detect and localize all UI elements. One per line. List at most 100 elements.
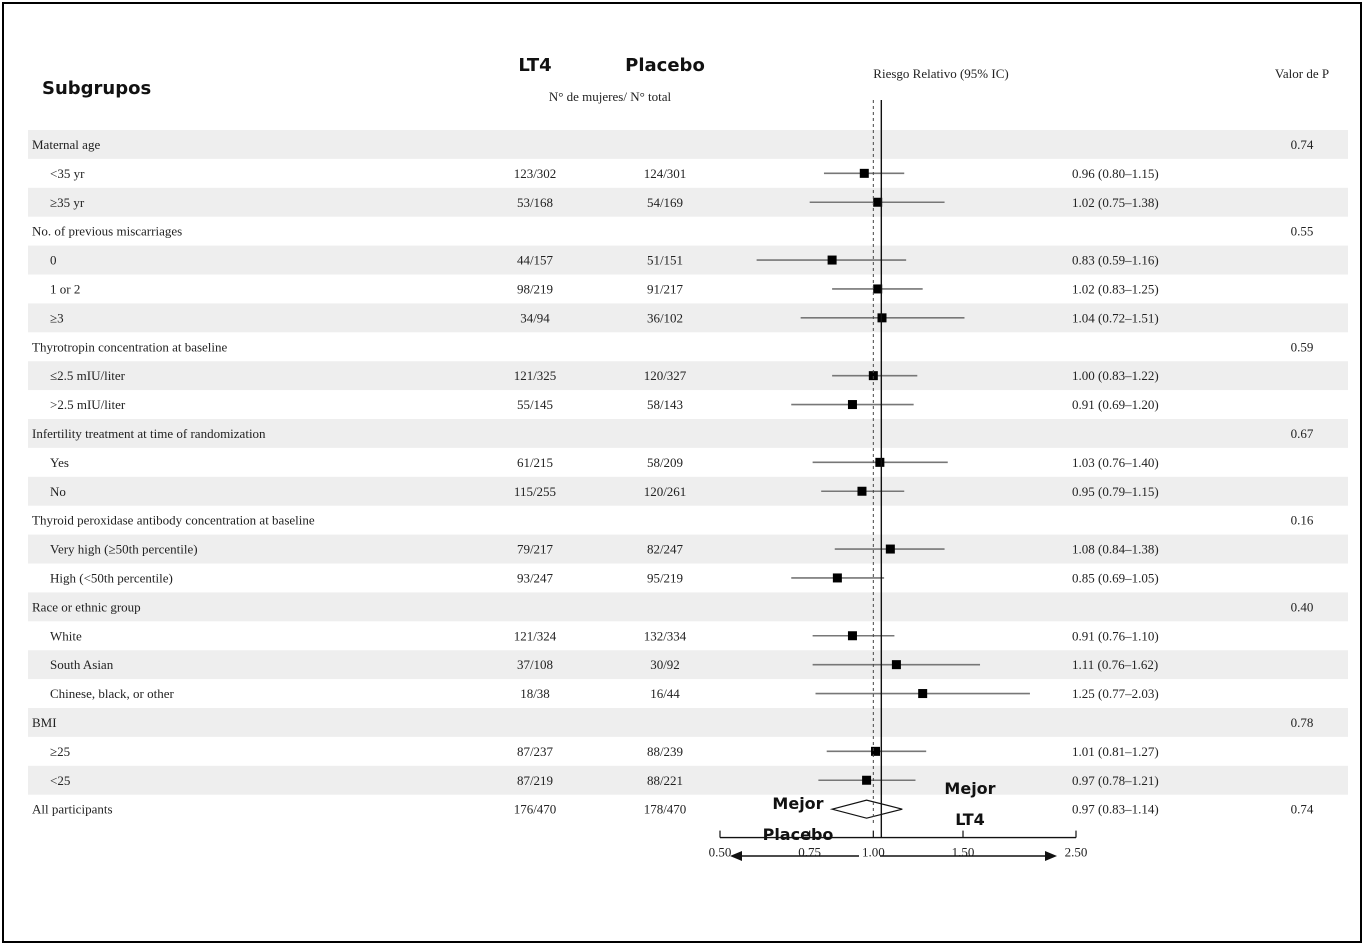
row-band xyxy=(28,708,1348,737)
rr-ci-text: 1.11 (0.76–1.62) xyxy=(1072,657,1158,672)
group-label: Thyroid peroxidase antibody concentratio… xyxy=(32,513,315,528)
lt4-count: 87/219 xyxy=(517,773,553,788)
count-subheader: N° de mujeres/ N° total xyxy=(549,89,672,104)
rr-ci-text: 0.85 (0.69–1.05) xyxy=(1072,570,1159,585)
rr-ci-text: 1.03 (0.76–1.40) xyxy=(1072,455,1159,470)
row-label: ≥25 xyxy=(50,744,70,759)
placebo-count: 120/261 xyxy=(644,484,687,499)
arrow-left-icon xyxy=(730,851,742,861)
row-label: >2.5 mIU/liter xyxy=(50,397,126,412)
rr-ci-text: 0.97 (0.83–1.14) xyxy=(1072,802,1159,817)
placebo-count: 88/239 xyxy=(647,744,683,759)
row-label: No xyxy=(50,484,66,499)
row-label: Chinese, black, or other xyxy=(50,686,174,701)
p-value: 0.74 xyxy=(1291,802,1314,817)
rr-ci-text: 0.97 (0.78–1.21) xyxy=(1072,773,1159,788)
row-band xyxy=(28,303,1348,333)
p-value: 0.74 xyxy=(1291,137,1314,152)
row-label: ≥35 yr xyxy=(50,195,85,210)
group-label: No. of previous miscarriages xyxy=(32,224,182,239)
lt4-count: 121/325 xyxy=(514,368,557,383)
placebo-column-header: Placebo xyxy=(625,55,705,76)
row-label: 1 or 2 xyxy=(50,281,80,296)
row-label: ≤2.5 mIU/liter xyxy=(50,368,126,383)
lt4-count: 115/255 xyxy=(514,484,556,499)
placebo-count: 178/470 xyxy=(644,802,687,817)
arrow-right-icon xyxy=(1045,851,1057,861)
p-value: 0.59 xyxy=(1291,339,1314,354)
lt4-count: 34/94 xyxy=(520,310,550,325)
lt4-count: 53/168 xyxy=(517,195,553,210)
row-label: High (<50th percentile) xyxy=(50,570,173,585)
rr-ci-text: 1.25 (0.77–2.03) xyxy=(1072,686,1159,701)
p-value: 0.78 xyxy=(1291,715,1314,730)
group-label: Thyrotropin concentration at baseline xyxy=(32,339,228,354)
tick-label: 0.50 xyxy=(709,845,732,860)
subgroups-header: Subgrupos xyxy=(42,78,151,99)
tick-label: 1.00 xyxy=(862,845,885,860)
group-label: Maternal age xyxy=(32,137,100,152)
lt4-count: 123/302 xyxy=(514,166,557,181)
placebo-count: 58/209 xyxy=(647,455,683,470)
row-bands xyxy=(28,130,1348,795)
lt4-count: 18/38 xyxy=(520,686,550,701)
point-estimate xyxy=(868,371,878,381)
point-estimate xyxy=(871,746,881,756)
point-estimate xyxy=(875,457,885,467)
row-label: <25 xyxy=(50,773,70,788)
row-label: <35 yr xyxy=(50,166,85,181)
placebo-count: 36/102 xyxy=(647,310,683,325)
row-label: 0 xyxy=(50,253,57,268)
placebo-count: 124/301 xyxy=(644,166,687,181)
placebo-count: 132/334 xyxy=(644,628,687,643)
rr-ci-text: 1.02 (0.83–1.25) xyxy=(1072,281,1159,296)
p-value: 0.55 xyxy=(1291,224,1314,239)
placebo-count: 95/219 xyxy=(647,570,683,585)
forest-plot: Subgrupos LT4 Placebo N° de mujeres/ N° … xyxy=(28,55,1348,861)
row-band xyxy=(28,130,1348,159)
row-band xyxy=(28,765,1348,795)
rr-ci-text: 0.83 (0.59–1.16) xyxy=(1072,253,1159,268)
point-estimate xyxy=(862,775,872,785)
row-label: ≥3 xyxy=(50,310,64,325)
favours-arrows xyxy=(730,851,1057,861)
rr-ci-text: 1.02 (0.75–1.38) xyxy=(1072,195,1159,210)
row-band xyxy=(28,534,1348,564)
row-band xyxy=(28,187,1348,217)
row-band xyxy=(28,476,1348,506)
forest-marks xyxy=(756,100,1030,838)
tick-label: 1.50 xyxy=(952,845,975,860)
group-label: Infertility treatment at time of randomi… xyxy=(32,426,266,441)
rr-ci-text: 0.95 (0.79–1.15) xyxy=(1072,484,1159,499)
row-band xyxy=(28,245,1348,275)
rr-ci-text: 1.08 (0.84–1.38) xyxy=(1072,542,1159,557)
favours-placebo-line1: Mejor xyxy=(772,794,823,813)
row-label: Very high (≥50th percentile) xyxy=(50,542,198,557)
tick-label: 2.50 xyxy=(1065,845,1088,860)
lt4-count: 37/108 xyxy=(517,657,553,672)
rr-ci-text: 0.91 (0.69–1.20) xyxy=(1072,397,1159,412)
p-value: 0.40 xyxy=(1291,599,1314,614)
rr-ci-text: 1.00 (0.83–1.22) xyxy=(1072,368,1159,383)
rr-ci-text: 0.91 (0.76–1.10) xyxy=(1072,628,1159,643)
row-band xyxy=(28,419,1348,448)
row-label: White xyxy=(50,628,82,643)
placebo-count: 51/151 xyxy=(647,253,683,268)
group-label: BMI xyxy=(32,715,57,730)
lt4-count: 98/219 xyxy=(517,281,553,296)
lt4-count: 55/145 xyxy=(517,397,553,412)
row-band xyxy=(28,592,1348,622)
point-estimate xyxy=(873,284,883,294)
favours-placebo-line2: Placebo xyxy=(763,825,834,844)
lt4-count: 121/324 xyxy=(514,628,557,643)
lt4-count: 176/470 xyxy=(514,802,557,817)
point-estimate xyxy=(827,255,837,265)
point-estimate xyxy=(847,631,857,641)
lt4-column-header: LT4 xyxy=(518,55,551,76)
placebo-count: 82/247 xyxy=(647,542,684,557)
placebo-count: 54/169 xyxy=(647,195,683,210)
rr-column-header: Riesgo Relativo (95% IC) xyxy=(873,66,1008,81)
lt4-count: 44/157 xyxy=(517,253,554,268)
placebo-count: 30/92 xyxy=(650,657,680,672)
